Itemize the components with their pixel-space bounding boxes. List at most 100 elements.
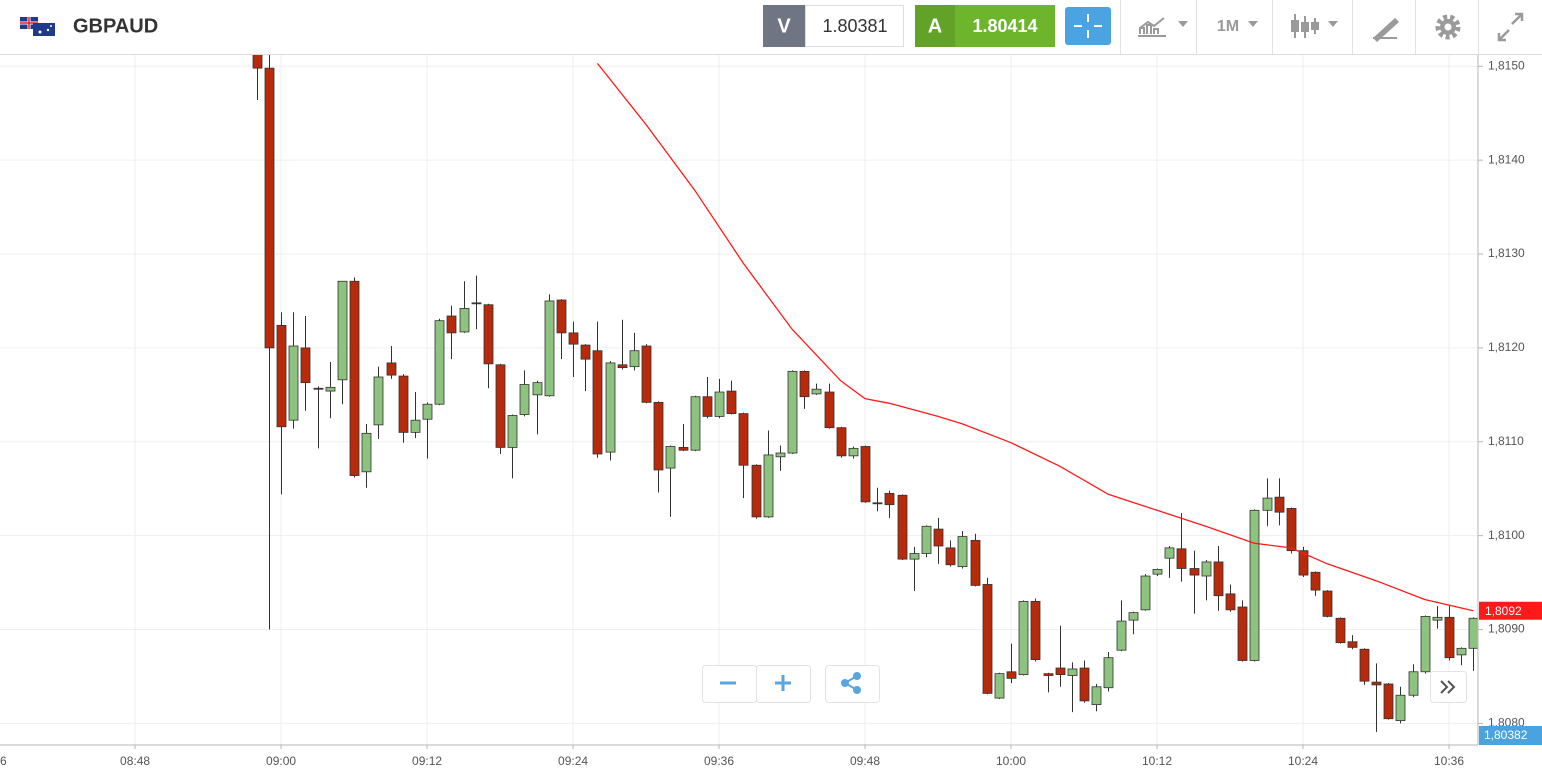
candle-body: [398, 375, 409, 433]
sell-label-bg[interactable]: [763, 5, 805, 47]
candle-style-button[interactable]: [1291, 14, 1338, 38]
buy-button[interactable]: A 1.80414: [915, 5, 1055, 47]
x-tick-label: 10:00: [996, 754, 1026, 768]
ma-price-label: 1,8092: [1485, 604, 1522, 618]
candle-body: [1371, 681, 1382, 686]
sell-price-box[interactable]: [805, 5, 904, 47]
candle-body: [970, 539, 981, 586]
scroll-to-end-icon[interactable]: [1440, 680, 1456, 694]
zoom-in-icon[interactable]: [775, 675, 791, 691]
crosshair-button[interactable]: [1065, 7, 1111, 45]
candle-body: [264, 67, 275, 349]
candle-body: [422, 403, 433, 420]
fullscreen-button[interactable]: [1497, 12, 1524, 42]
x-tick-label: 09:48: [850, 754, 880, 768]
candle-body: [434, 320, 445, 405]
candle-body: [252, 55, 263, 69]
timeframe-button[interactable]: 1M: [1217, 18, 1258, 35]
candle-body: [1322, 590, 1333, 617]
bid-price-label: 1,80382: [1484, 728, 1528, 742]
candle-body: [471, 302, 482, 305]
candle-body: [726, 390, 737, 415]
candle-body: [373, 376, 384, 426]
candle-body: [386, 362, 397, 376]
candle-body: [361, 432, 372, 473]
candle-body: [1018, 600, 1029, 675]
x-tick-label: 10:12: [1142, 754, 1172, 768]
y-tick-label: 1,8120: [1488, 340, 1525, 354]
candle-body: [1225, 593, 1236, 611]
candle-body: [641, 345, 652, 403]
candle-body: [775, 452, 786, 458]
y-tick-label: 1,8100: [1488, 528, 1525, 542]
bid-price-tag: [1479, 726, 1542, 745]
candle-body: [702, 396, 713, 417]
candle-body: [1213, 561, 1224, 597]
buy-label-bg[interactable]: [915, 5, 955, 47]
candle-body: [678, 447, 689, 451]
chart-type-button[interactable]: [1138, 17, 1188, 37]
candle-body: [300, 347, 311, 384]
share-icon[interactable]: [841, 672, 861, 694]
candle-body: [349, 280, 360, 476]
candle-body: [617, 364, 628, 369]
candle-body: [1262, 497, 1273, 511]
candle-body: [824, 391, 835, 429]
scroll-to-end-button[interactable]: [1430, 671, 1467, 703]
candle-body: [799, 370, 810, 398]
candle-body: [592, 350, 603, 455]
candle-body: [1164, 547, 1175, 559]
candle-body: [1030, 600, 1041, 660]
sell-label[interactable]: V: [777, 15, 791, 37]
candle-body: [459, 308, 470, 333]
candle-body: [1055, 667, 1066, 675]
x-tick-label: 09:36: [704, 754, 734, 768]
candle-body: [580, 344, 591, 360]
sell-price[interactable]: 1.80381: [822, 16, 887, 36]
toolbar-separators: [1120, 0, 1479, 54]
candle-body: [1152, 569, 1163, 575]
x-tick-label: 10:24: [1288, 754, 1318, 768]
settings-button[interactable]: [1435, 14, 1461, 40]
candle-body: [325, 386, 336, 392]
candle-body: [665, 446, 676, 469]
candle-body: [1456, 647, 1467, 656]
candle-body: [1274, 496, 1285, 513]
buy-label[interactable]: A: [928, 15, 942, 37]
y-tick-label: 1,8110: [1488, 434, 1524, 448]
candle-body: [897, 494, 908, 560]
timeframe[interactable]: 1M: [1217, 18, 1239, 35]
candle-body: [994, 673, 1005, 699]
candle-body: [519, 384, 530, 415]
candle-body: [1468, 617, 1478, 649]
y-tick-label: 1,8150: [1488, 58, 1525, 72]
candle-body: [848, 447, 859, 457]
ma-price-tag: [1479, 601, 1542, 620]
candle-body: [605, 362, 616, 453]
drawing-tools-button[interactable]: [1373, 18, 1399, 42]
candle-body: [933, 528, 944, 547]
buy-price-box[interactable]: [955, 5, 1055, 47]
buy-price[interactable]: 1.80414: [972, 16, 1037, 36]
sell-button[interactable]: V 1.80381: [763, 5, 904, 47]
x-tick-label: 6: [0, 754, 7, 768]
candle-body: [1201, 561, 1212, 577]
candle-body: [313, 387, 324, 390]
candle-body: [921, 525, 932, 554]
y-tick-label: 1,8140: [1488, 152, 1525, 166]
candle-body: [1116, 620, 1127, 651]
candle-body: [1176, 548, 1187, 569]
candle-body: [532, 382, 543, 396]
candle-body: [629, 350, 640, 368]
candle-body: [1091, 686, 1102, 706]
candle-body: [945, 547, 956, 566]
candle-body: [1079, 667, 1090, 702]
candle-body: [884, 493, 895, 506]
candle-body: [288, 345, 299, 421]
candle-body: [860, 446, 871, 503]
share-button[interactable]: [825, 665, 880, 703]
flag-icon: [20, 17, 55, 36]
candle-body: [495, 364, 506, 448]
